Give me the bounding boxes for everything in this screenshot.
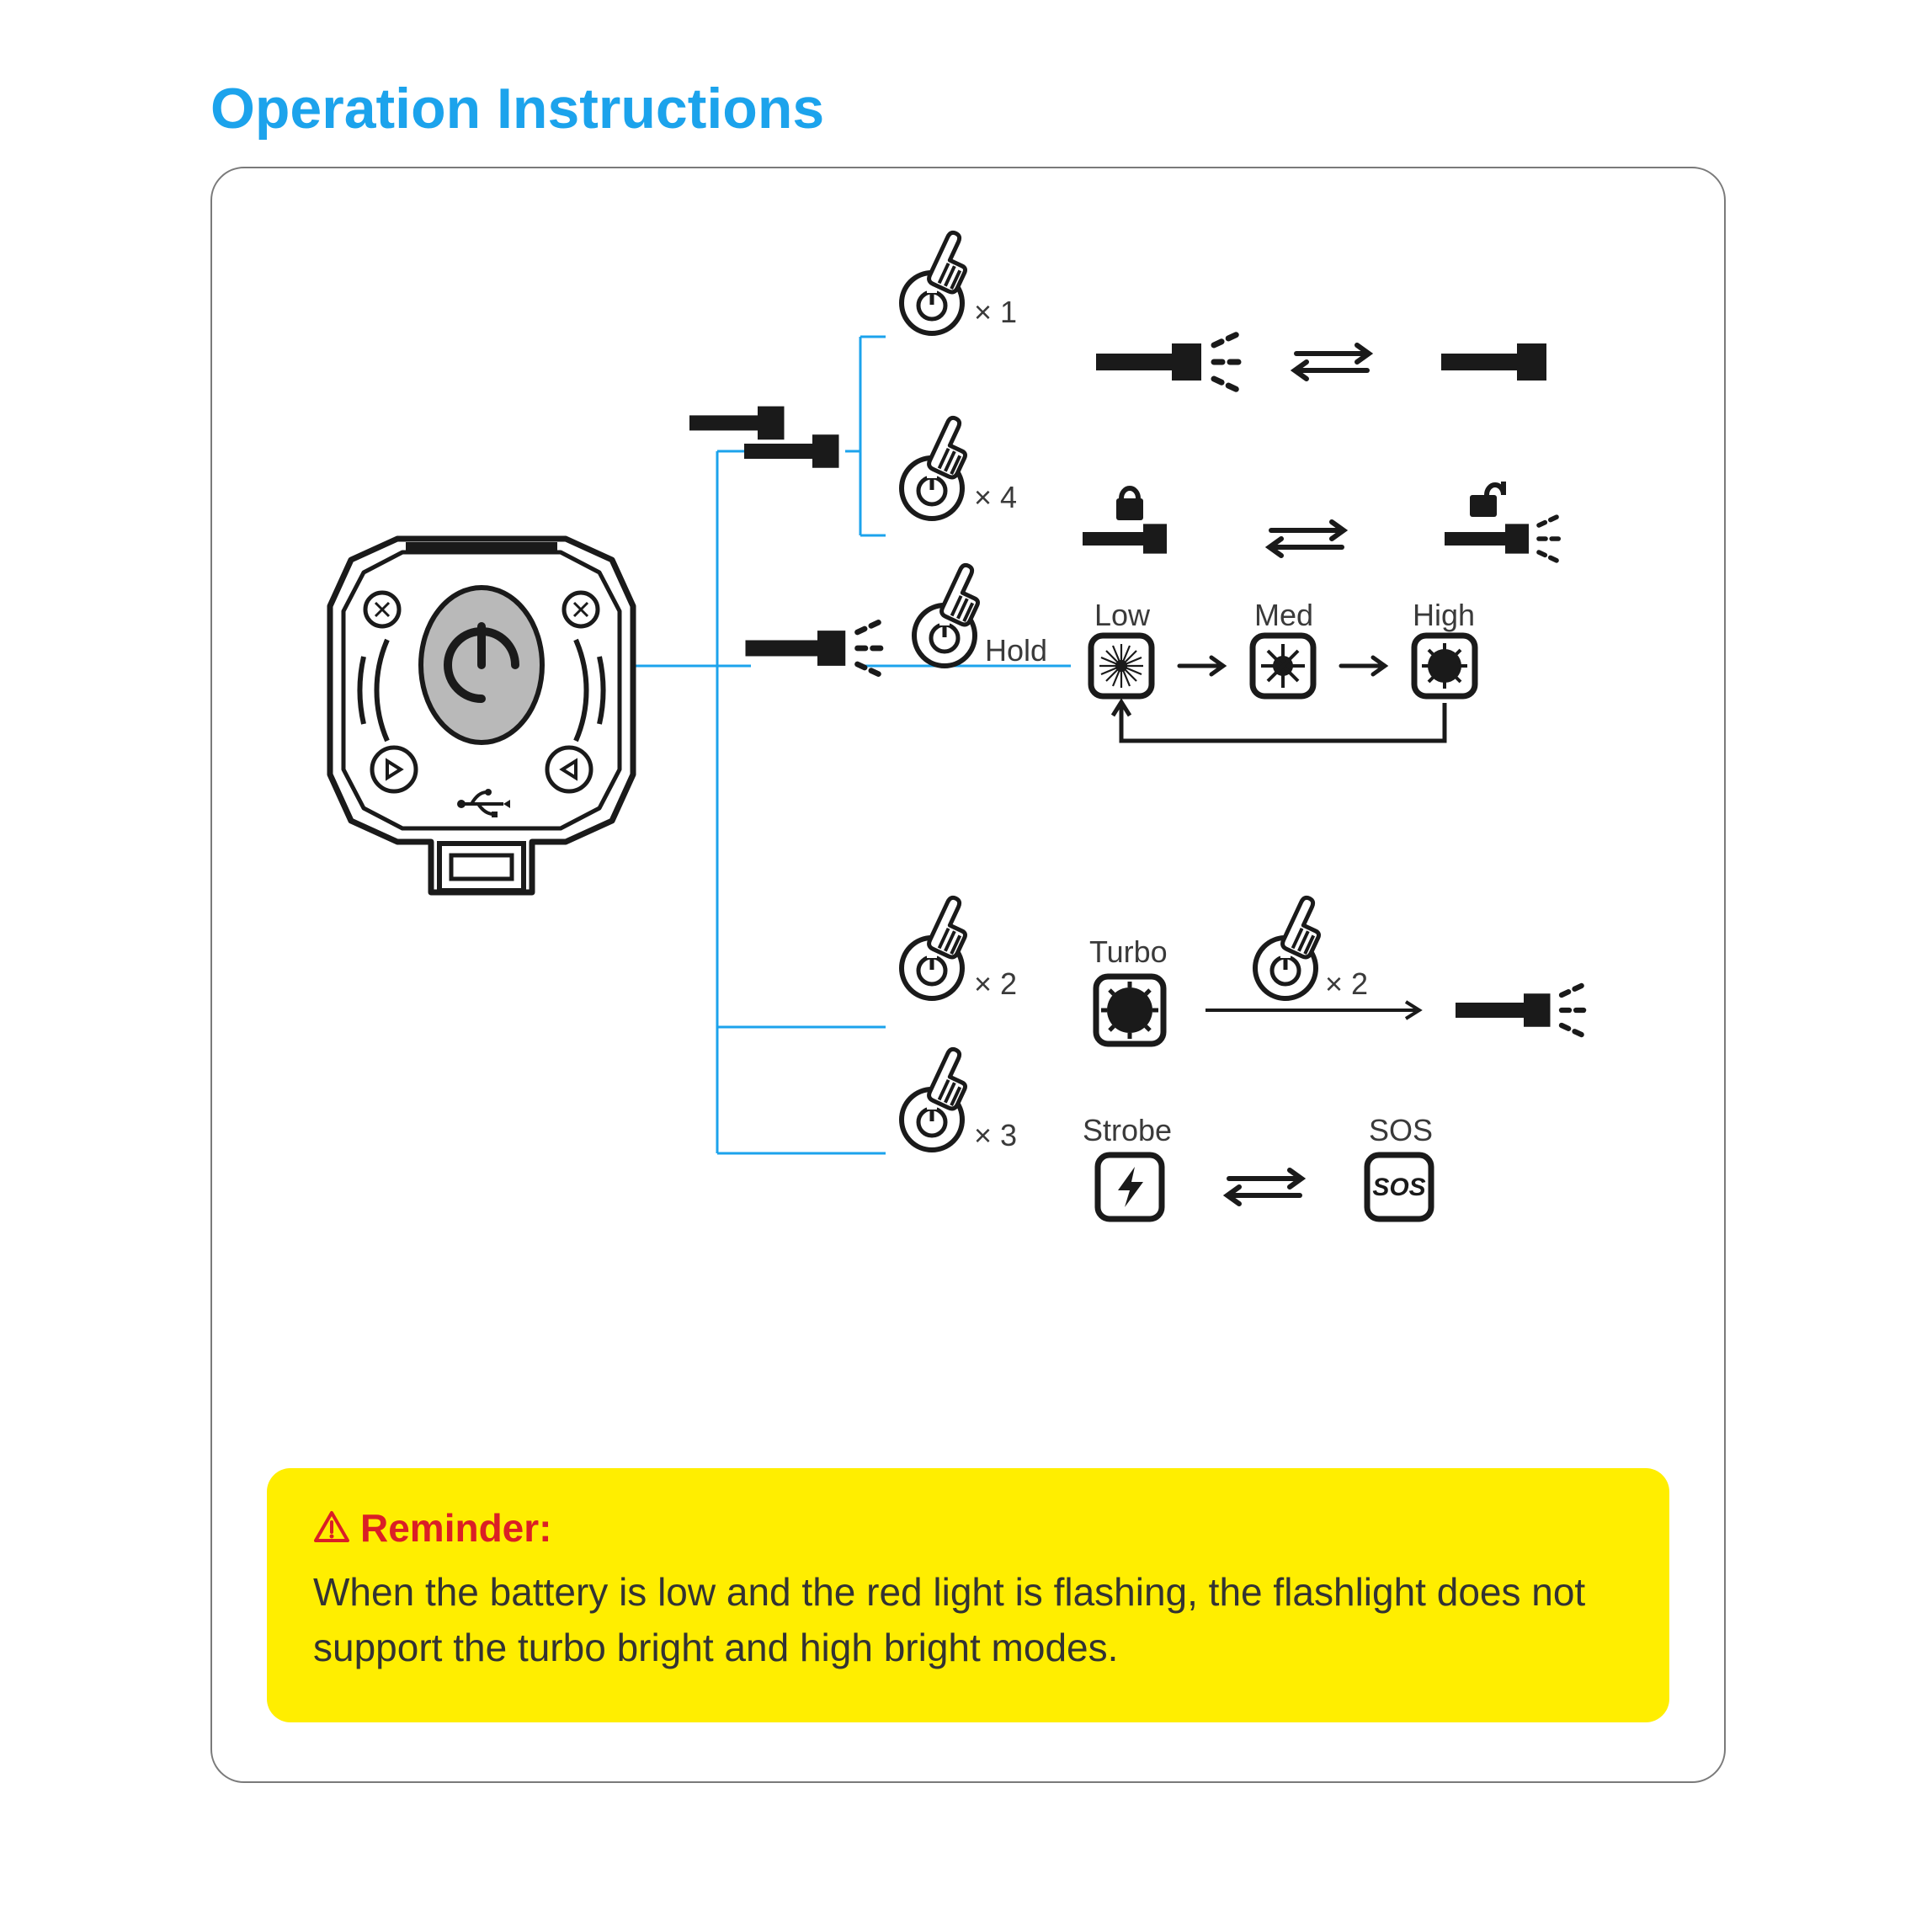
label-sos: SOS [1369, 1113, 1433, 1148]
label-x2: × 2 [974, 966, 1017, 1002]
label-low: Low [1094, 598, 1150, 633]
label-x4: × 4 [974, 480, 1017, 515]
reminder-heading: Reminder: [360, 1506, 551, 1550]
label-x2b: × 2 [1325, 966, 1368, 1002]
warning-icon [313, 1503, 350, 1559]
label-hold: Hold [985, 633, 1047, 668]
label-high: High [1413, 598, 1475, 633]
page-title: Operation Instructions [210, 76, 1764, 141]
reminder-box: Reminder: When the battery is low and th… [267, 1468, 1669, 1722]
label-strobe: Strobe [1083, 1113, 1172, 1148]
label-x1: × 1 [974, 295, 1017, 330]
torch-off-icon [689, 407, 785, 440]
label-x3: × 3 [974, 1118, 1017, 1153]
instructions-panel: SOS [210, 167, 1726, 1783]
reminder-body: When the battery is low and the red ligh… [313, 1564, 1623, 1676]
device-illustration [330, 539, 633, 892]
label-med: Med [1254, 598, 1313, 633]
label-turbo: Turbo [1089, 934, 1168, 970]
